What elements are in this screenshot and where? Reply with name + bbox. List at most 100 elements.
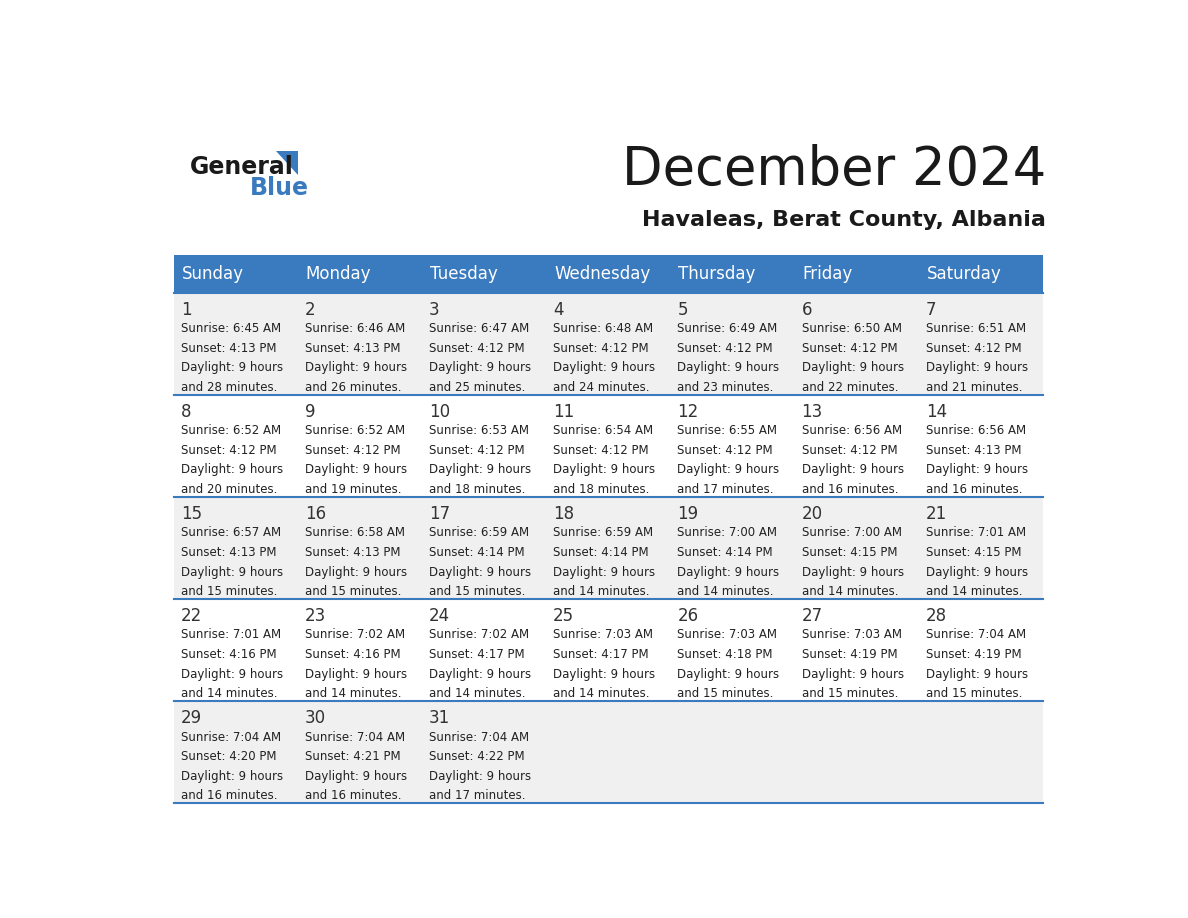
Text: and 22 minutes.: and 22 minutes. [802, 381, 898, 394]
Text: Sunset: 4:12 PM: Sunset: 4:12 PM [554, 341, 649, 355]
Bar [920, 700, 1043, 803]
Text: Daylight: 9 hours: Daylight: 9 hours [554, 464, 656, 476]
Text: and 16 minutes.: and 16 minutes. [802, 483, 898, 496]
Text: Sunrise: 7:03 AM: Sunrise: 7:03 AM [802, 629, 902, 642]
Text: Sunset: 4:12 PM: Sunset: 4:12 PM [554, 444, 649, 457]
Text: 2: 2 [305, 301, 316, 319]
Text: and 19 minutes.: and 19 minutes. [305, 483, 402, 496]
Text: 21: 21 [925, 505, 947, 523]
Text: Sunrise: 6:50 AM: Sunrise: 6:50 AM [802, 322, 902, 335]
Bar [423, 395, 546, 497]
Text: Sunrise: 6:56 AM: Sunrise: 6:56 AM [925, 424, 1025, 437]
Text: 30: 30 [305, 710, 326, 727]
Text: Saturday: Saturday [927, 264, 1001, 283]
Text: Sunrise: 6:51 AM: Sunrise: 6:51 AM [925, 322, 1025, 335]
Text: Daylight: 9 hours: Daylight: 9 hours [181, 565, 283, 578]
Bar [423, 599, 546, 700]
Text: Sunrise: 7:00 AM: Sunrise: 7:00 AM [677, 526, 777, 540]
Bar [546, 255, 671, 293]
Text: Sunset: 4:19 PM: Sunset: 4:19 PM [802, 648, 897, 661]
Bar [671, 599, 795, 700]
Text: Sunset: 4:12 PM: Sunset: 4:12 PM [802, 341, 897, 355]
Text: Sunset: 4:12 PM: Sunset: 4:12 PM [305, 444, 400, 457]
Text: and 14 minutes.: and 14 minutes. [802, 585, 898, 599]
Text: and 25 minutes.: and 25 minutes. [429, 381, 525, 394]
Text: Sunset: 4:20 PM: Sunset: 4:20 PM [181, 750, 277, 763]
Polygon shape [276, 151, 298, 175]
Text: Blue: Blue [249, 176, 309, 200]
Text: Sunset: 4:12 PM: Sunset: 4:12 PM [429, 444, 525, 457]
Text: Daylight: 9 hours: Daylight: 9 hours [802, 565, 904, 578]
Text: and 15 minutes.: and 15 minutes. [677, 688, 773, 700]
Text: and 21 minutes.: and 21 minutes. [925, 381, 1022, 394]
Text: Sunrise: 7:01 AM: Sunrise: 7:01 AM [181, 629, 280, 642]
Text: Daylight: 9 hours: Daylight: 9 hours [554, 565, 656, 578]
Text: 31: 31 [429, 710, 450, 727]
Text: 12: 12 [677, 403, 699, 421]
Text: Monday: Monday [305, 264, 372, 283]
Text: Sunday: Sunday [182, 264, 244, 283]
Text: Sunset: 4:12 PM: Sunset: 4:12 PM [677, 341, 773, 355]
Text: Sunset: 4:12 PM: Sunset: 4:12 PM [429, 341, 525, 355]
Text: 8: 8 [181, 403, 191, 421]
Bar [920, 599, 1043, 700]
Text: Sunrise: 6:52 AM: Sunrise: 6:52 AM [305, 424, 405, 437]
Bar [175, 293, 298, 395]
Text: Sunset: 4:16 PM: Sunset: 4:16 PM [305, 648, 400, 661]
Bar [546, 293, 671, 395]
Text: Sunset: 4:14 PM: Sunset: 4:14 PM [554, 546, 649, 559]
Text: Daylight: 9 hours: Daylight: 9 hours [802, 464, 904, 476]
Bar [671, 395, 795, 497]
Text: 27: 27 [802, 607, 822, 625]
Text: Daylight: 9 hours: Daylight: 9 hours [802, 667, 904, 680]
Bar [795, 700, 920, 803]
Text: Daylight: 9 hours: Daylight: 9 hours [429, 667, 531, 680]
Text: Sunrise: 7:04 AM: Sunrise: 7:04 AM [305, 731, 405, 744]
Bar [298, 293, 423, 395]
Text: General: General [190, 155, 293, 179]
Text: Sunrise: 6:55 AM: Sunrise: 6:55 AM [677, 424, 777, 437]
Bar [671, 255, 795, 293]
Text: 29: 29 [181, 710, 202, 727]
Text: and 15 minutes.: and 15 minutes. [181, 585, 277, 599]
Bar [423, 255, 546, 293]
Text: Daylight: 9 hours: Daylight: 9 hours [925, 362, 1028, 375]
Text: Daylight: 9 hours: Daylight: 9 hours [677, 667, 779, 680]
Text: and 15 minutes.: and 15 minutes. [925, 688, 1022, 700]
Text: Daylight: 9 hours: Daylight: 9 hours [554, 667, 656, 680]
Text: Sunrise: 6:46 AM: Sunrise: 6:46 AM [305, 322, 405, 335]
Text: Sunrise: 6:49 AM: Sunrise: 6:49 AM [677, 322, 778, 335]
Text: 15: 15 [181, 505, 202, 523]
Text: and 18 minutes.: and 18 minutes. [554, 483, 650, 496]
Bar [423, 293, 546, 395]
Bar [546, 700, 671, 803]
Text: Daylight: 9 hours: Daylight: 9 hours [305, 464, 407, 476]
Bar [546, 497, 671, 599]
Text: Sunrise: 6:59 AM: Sunrise: 6:59 AM [429, 526, 529, 540]
Bar [795, 599, 920, 700]
Text: Daylight: 9 hours: Daylight: 9 hours [802, 362, 904, 375]
Bar [175, 395, 298, 497]
Bar [175, 255, 298, 293]
Text: Tuesday: Tuesday [430, 264, 498, 283]
Bar [298, 255, 423, 293]
Text: Daylight: 9 hours: Daylight: 9 hours [305, 769, 407, 783]
Text: Sunrise: 7:03 AM: Sunrise: 7:03 AM [554, 629, 653, 642]
Text: Sunset: 4:13 PM: Sunset: 4:13 PM [305, 546, 400, 559]
Bar [671, 700, 795, 803]
Text: Sunset: 4:12 PM: Sunset: 4:12 PM [677, 444, 773, 457]
Text: Sunset: 4:15 PM: Sunset: 4:15 PM [925, 546, 1022, 559]
Text: Sunset: 4:13 PM: Sunset: 4:13 PM [305, 341, 400, 355]
Text: Daylight: 9 hours: Daylight: 9 hours [181, 464, 283, 476]
Text: Daylight: 9 hours: Daylight: 9 hours [677, 464, 779, 476]
Text: Sunrise: 6:58 AM: Sunrise: 6:58 AM [305, 526, 405, 540]
Bar [795, 395, 920, 497]
Text: Sunrise: 6:57 AM: Sunrise: 6:57 AM [181, 526, 280, 540]
Text: Daylight: 9 hours: Daylight: 9 hours [181, 667, 283, 680]
Text: Sunset: 4:13 PM: Sunset: 4:13 PM [181, 546, 277, 559]
Text: Sunset: 4:21 PM: Sunset: 4:21 PM [305, 750, 400, 763]
Bar [175, 497, 298, 599]
Text: Friday: Friday [802, 264, 853, 283]
Text: Sunset: 4:18 PM: Sunset: 4:18 PM [677, 648, 773, 661]
Text: Daylight: 9 hours: Daylight: 9 hours [925, 464, 1028, 476]
